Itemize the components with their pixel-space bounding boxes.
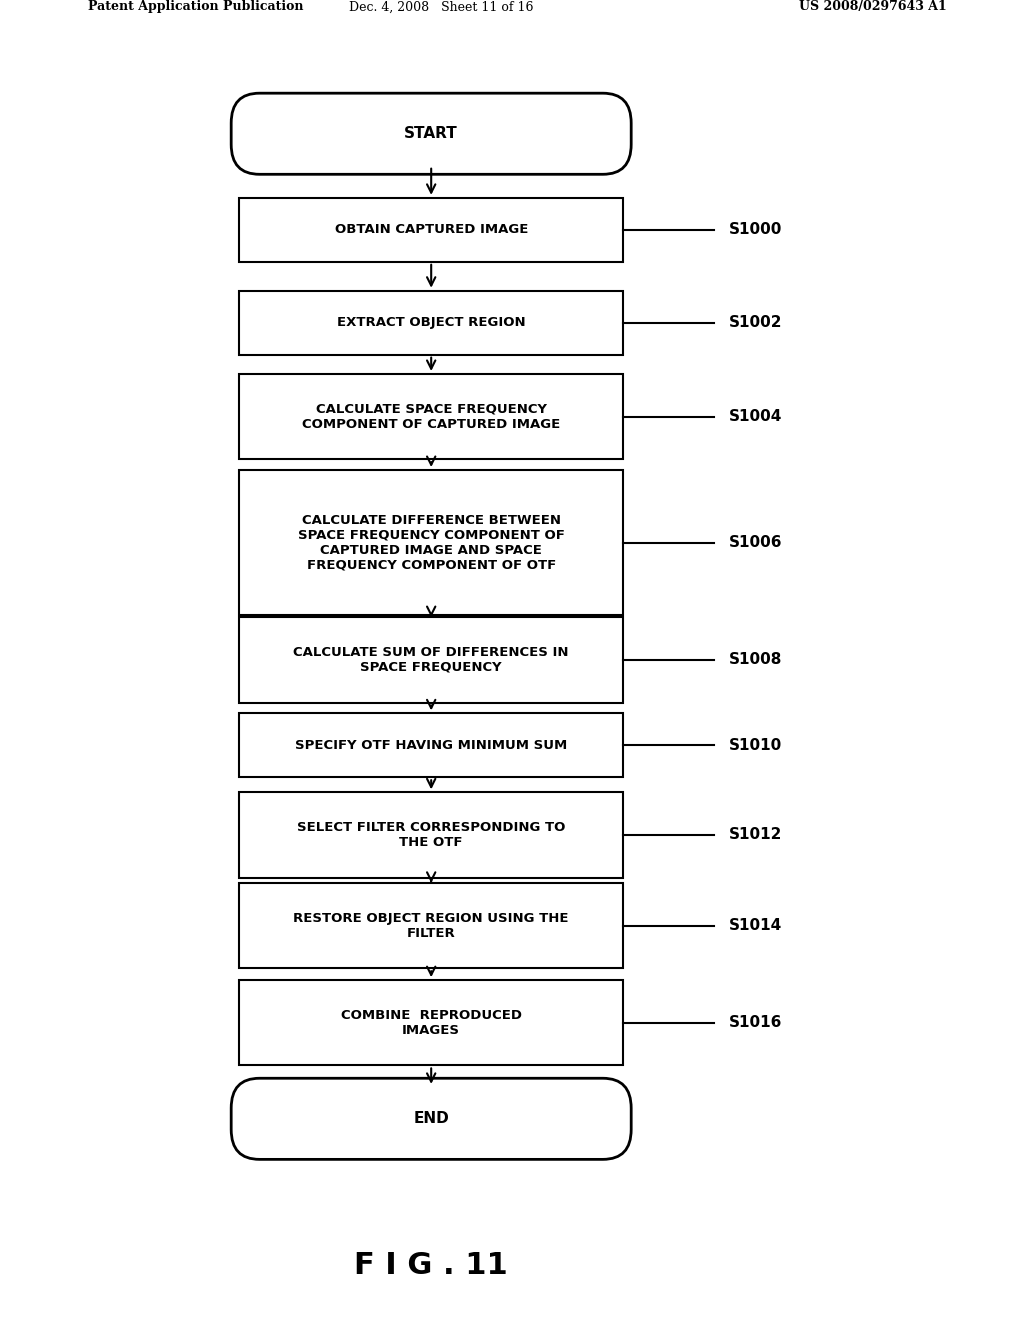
Bar — [240, 470, 624, 615]
Bar — [240, 198, 624, 261]
Bar — [240, 792, 624, 878]
Text: SELECT FILTER CORRESPONDING TO
THE OTF: SELECT FILTER CORRESPONDING TO THE OTF — [297, 821, 565, 849]
Text: US 2008/0297643 A1: US 2008/0297643 A1 — [799, 0, 946, 13]
Text: S1008: S1008 — [729, 652, 782, 668]
Bar — [240, 374, 624, 459]
Text: Patent Application Publication: Patent Application Publication — [88, 0, 303, 13]
Text: F I G . 11: F I G . 11 — [354, 1250, 508, 1279]
Text: SPECIFY OTF HAVING MINIMUM SUM: SPECIFY OTF HAVING MINIMUM SUM — [295, 739, 567, 752]
Text: S1016: S1016 — [729, 1015, 782, 1031]
Bar — [240, 618, 624, 702]
Text: S1014: S1014 — [729, 919, 782, 933]
Text: S1012: S1012 — [729, 828, 782, 842]
Bar — [240, 883, 624, 969]
Text: S1010: S1010 — [729, 738, 782, 752]
Text: COMBINE  REPRODUCED
IMAGES: COMBINE REPRODUCED IMAGES — [341, 1008, 521, 1036]
Text: S1002: S1002 — [729, 315, 782, 330]
Text: CALCULATE SUM OF DIFFERENCES IN
SPACE FREQUENCY: CALCULATE SUM OF DIFFERENCES IN SPACE FR… — [294, 645, 569, 675]
Text: CALCULATE DIFFERENCE BETWEEN
SPACE FREQUENCY COMPONENT OF
CAPTURED IMAGE AND SPA: CALCULATE DIFFERENCE BETWEEN SPACE FREQU… — [298, 513, 564, 572]
Bar — [240, 713, 624, 777]
FancyBboxPatch shape — [231, 1078, 631, 1159]
Text: S1006: S1006 — [729, 535, 782, 550]
Text: CALCULATE SPACE FREQUENCY
COMPONENT OF CAPTURED IMAGE: CALCULATE SPACE FREQUENCY COMPONENT OF C… — [302, 403, 560, 430]
Text: Dec. 4, 2008   Sheet 11 of 16: Dec. 4, 2008 Sheet 11 of 16 — [349, 0, 534, 13]
Text: S1004: S1004 — [729, 409, 782, 424]
FancyBboxPatch shape — [231, 94, 631, 174]
Text: S1000: S1000 — [729, 222, 782, 238]
Bar — [240, 979, 624, 1065]
Text: END: END — [414, 1111, 450, 1126]
Text: START: START — [404, 127, 458, 141]
Text: OBTAIN CAPTURED IMAGE: OBTAIN CAPTURED IMAGE — [335, 223, 528, 236]
Text: EXTRACT OBJECT REGION: EXTRACT OBJECT REGION — [337, 317, 525, 329]
Bar — [240, 290, 624, 355]
Text: RESTORE OBJECT REGION USING THE
FILTER: RESTORE OBJECT REGION USING THE FILTER — [294, 912, 569, 940]
